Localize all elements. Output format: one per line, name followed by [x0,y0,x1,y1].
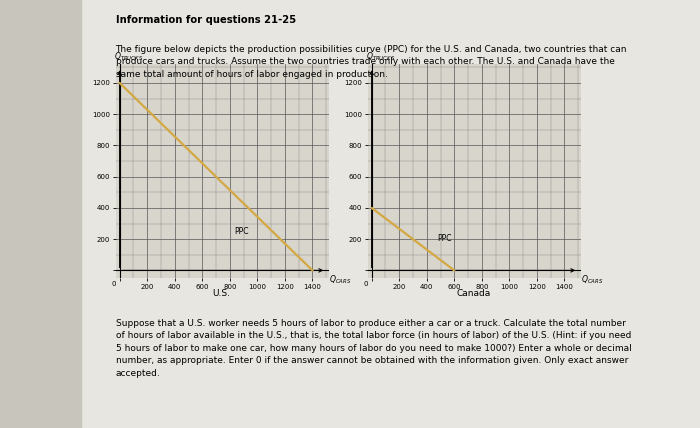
Text: PPC: PPC [438,234,452,243]
Text: Suppose that a U.S. worker needs 5 hours of labor to produce either a car or a t: Suppose that a U.S. worker needs 5 hours… [116,319,631,378]
Text: The figure below depicts the production possibilities curve (PPC) for the U.S. a: The figure below depicts the production … [116,45,627,79]
Text: Canada: Canada [456,289,491,298]
Text: Information for questions 21-25: Information for questions 21-25 [116,15,295,25]
Text: 0: 0 [363,281,368,287]
Text: U.S.: U.S. [213,289,230,298]
Text: PPC: PPC [234,227,248,236]
Text: $Q_{CARS}$: $Q_{CARS}$ [581,273,603,286]
Text: $Q_{CARS}$: $Q_{CARS}$ [329,273,351,286]
Text: $Q_{TRUCKS}$: $Q_{TRUCKS}$ [114,50,144,62]
Text: 0: 0 [111,281,116,287]
Text: $Q_{TRUCKS}$: $Q_{TRUCKS}$ [366,50,396,62]
